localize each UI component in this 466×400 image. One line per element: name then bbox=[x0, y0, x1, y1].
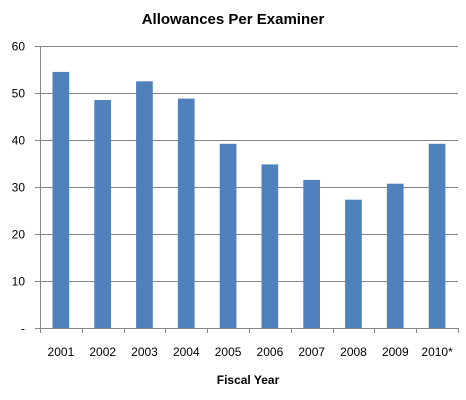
y-tick-label: 30 bbox=[12, 181, 26, 195]
y-tick-label: - bbox=[21, 322, 25, 336]
axes bbox=[35, 46, 459, 333]
bar bbox=[345, 199, 362, 328]
y-tick-label: 50 bbox=[12, 87, 26, 101]
bar bbox=[52, 71, 70, 329]
bar bbox=[428, 143, 446, 328]
bars bbox=[52, 71, 446, 329]
x-tick-label: 2009 bbox=[382, 345, 409, 359]
x-tick-label: 2004 bbox=[173, 345, 200, 359]
x-tick-labels: 2001 2002 2003 2004 2005 2006 2007 2008 2009 2010… bbox=[48, 345, 454, 359]
y-tick-labels: - 10 20 30 40 50 60 bbox=[12, 40, 26, 336]
bar bbox=[261, 164, 279, 328]
x-tick-label: 2005 bbox=[215, 345, 242, 359]
x-tick-label: 2008 bbox=[340, 345, 367, 359]
y-tick-label: 20 bbox=[12, 228, 26, 242]
bar bbox=[94, 100, 111, 328]
y-tick-label: 10 bbox=[12, 275, 26, 289]
chart-title: Allowances Per Examiner bbox=[142, 11, 325, 28]
x-axis-label: Fiscal Year bbox=[217, 373, 280, 387]
bar bbox=[303, 179, 320, 328]
bar bbox=[219, 143, 237, 328]
bar bbox=[136, 81, 153, 329]
x-tick-label: 2006 bbox=[257, 345, 284, 359]
bar bbox=[177, 98, 195, 328]
x-tick-label: 2001 bbox=[48, 345, 75, 359]
x-tick-label: 2002 bbox=[89, 345, 116, 359]
y-tick-label: 40 bbox=[12, 134, 26, 148]
bar bbox=[386, 183, 404, 328]
x-tick-label: 2007 bbox=[298, 345, 325, 359]
x-tick-label: 2010* bbox=[421, 345, 453, 359]
x-tick-label: 2003 bbox=[131, 345, 158, 359]
y-tick-label: 60 bbox=[12, 40, 26, 54]
